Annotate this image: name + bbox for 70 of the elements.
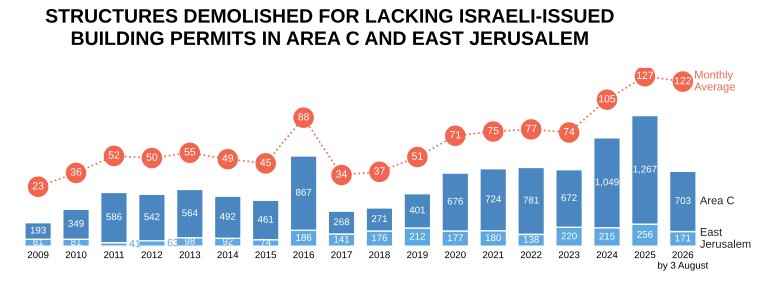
data-label: 676 [448,198,463,205]
data-label: 781 [524,196,539,204]
x-tick-label: 2012 [142,251,162,258]
data-label: 176 [372,234,388,242]
x-tick-label: 2025 [634,251,656,258]
x-tick-label: 2018 [369,251,390,258]
data-label: 23 [32,182,44,190]
bar [100,192,128,244]
data-label: 1,267 [633,166,657,174]
data-label: 193 [30,226,46,234]
x-tick-label: 2013 [180,251,200,258]
data-label: 564 [182,209,198,216]
data-label: 724 [486,195,502,202]
data-label: 349 [68,220,84,227]
data-label: 271 [372,215,388,222]
data-label: 177 [448,234,463,242]
x-tick-label: 2016 [293,251,314,258]
legend-label: Monthly Average [694,70,735,93]
series-label: Area C [700,196,734,204]
x-tick-label: 2024 [596,251,618,258]
data-label: 461 [258,216,274,223]
data-label: 105 [599,95,616,102]
data-label: 268 [334,218,350,226]
data-label: 586 [106,213,122,220]
data-label: 49 [222,154,234,162]
data-label: 141 [334,236,350,243]
data-label: 171 [675,234,690,242]
data-label: 75 [488,126,499,134]
data-label: 672 [561,194,577,202]
data-label: 52 [108,151,120,159]
data-label: 180 [486,234,501,242]
data-label: 34 [336,170,348,178]
data-label: 122 [674,76,692,84]
data-label: 51 [412,152,423,160]
data-label: 88 [298,113,309,120]
chart-title: STRUCTURES DEMOLISHED FOR LACKING ISRAELI-ISSUED BUILDING PERMITS IN AREA C AND EAST JERUSALEM [46,9,614,46]
x-tick-label: 2023 [558,251,580,258]
x-tick-label: 2020 [444,251,466,258]
data-label: 1,049 [596,178,619,187]
data-label: 127 [637,72,654,79]
data-label: 186 [296,234,312,241]
data-label: 77 [526,124,536,132]
x-tick-label: 2021 [482,251,504,258]
data-label: 36 [70,168,82,176]
x-tick-label: 2015 [255,251,276,258]
x-tick-label: 2011 [104,251,124,258]
data-label: 542 [144,213,160,220]
data-label: 492 [220,212,236,220]
data-label: 215 [599,232,615,240]
x-tick-label: 2019 [407,251,428,258]
data-label: 71 [450,131,461,138]
data-label: 212 [410,232,425,240]
x-tick-label: 2026 by 3 August [658,251,708,271]
x-tick-label: 2022 [520,251,542,258]
data-label: 74 [564,128,575,136]
data-label: 220 [561,232,577,240]
data-label: 50 [146,153,158,161]
data-label: 138 [524,236,539,243]
x-tick-label: 2010 [66,251,86,258]
x-tick-label: 2009 [28,251,48,258]
x-tick-label: 2017 [331,251,352,258]
series-label: East Jerusalem [700,228,750,248]
data-label: 55 [184,148,196,156]
data-label: 45 [260,158,272,166]
data-label: 703 [675,197,691,204]
data-label: 401 [409,206,426,214]
x-tick-label: 2014 [217,251,238,258]
data-label: 37 [374,167,385,175]
data-label: 256 [637,230,653,238]
data-label: 867 [296,188,312,196]
